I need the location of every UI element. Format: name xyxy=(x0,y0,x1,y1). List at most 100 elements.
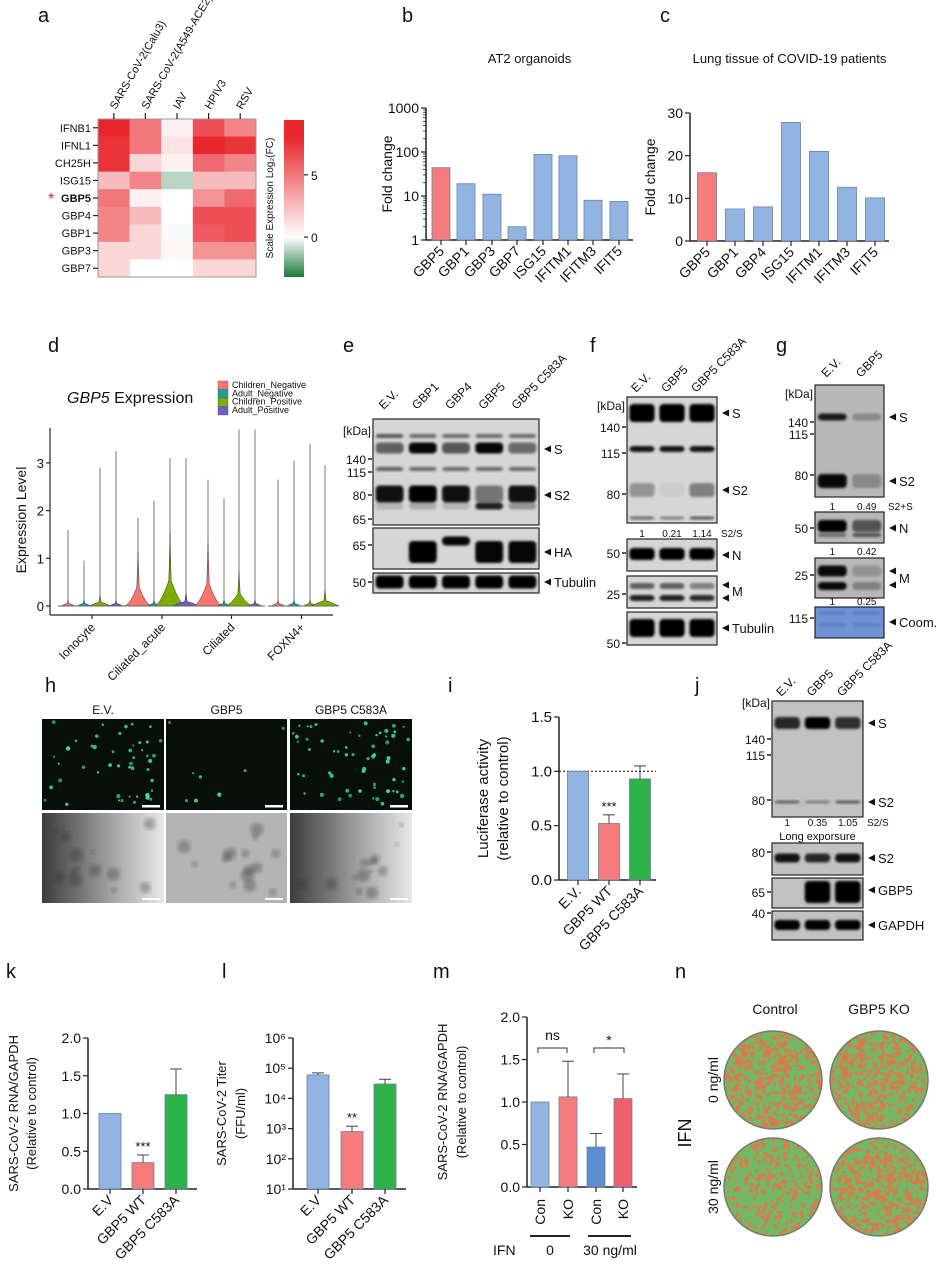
legend-swatch xyxy=(217,397,229,407)
infected-focus xyxy=(854,1053,859,1058)
bar xyxy=(431,167,451,241)
infected-cell xyxy=(130,722,134,726)
infected-focus xyxy=(782,1074,786,1077)
heatmap-cell xyxy=(161,154,194,172)
infected-focus xyxy=(792,1113,796,1117)
infected-focus xyxy=(745,1097,749,1102)
infected-focus xyxy=(790,1225,796,1231)
infected-focus xyxy=(773,1082,776,1086)
syncytium xyxy=(68,873,83,888)
infected-focus xyxy=(762,1068,765,1072)
infected-focus xyxy=(779,1120,783,1124)
infected-focus xyxy=(874,1082,878,1086)
panel-label-g: g xyxy=(776,335,787,357)
infected-focus xyxy=(748,1049,752,1053)
infected-focus xyxy=(846,1074,850,1078)
infected-focus xyxy=(753,1156,757,1161)
blot-membrane xyxy=(814,511,885,544)
infected-focus xyxy=(744,1181,749,1186)
infected-focus xyxy=(863,1038,867,1042)
infected-focus xyxy=(777,1080,780,1084)
infected-focus xyxy=(864,1184,869,1189)
y-axis-label: SARS-CoV-2 Titer xyxy=(214,1060,229,1165)
infected-focus xyxy=(876,1217,879,1220)
infected-focus xyxy=(819,1073,822,1077)
protein-band xyxy=(508,502,537,510)
infected-focus xyxy=(757,1159,761,1164)
syncytium xyxy=(191,861,199,868)
infected-focus xyxy=(882,1150,886,1154)
infected-focus xyxy=(846,1205,851,1209)
infected-focus xyxy=(796,1064,800,1067)
infected-focus xyxy=(883,1231,888,1235)
infected-focus xyxy=(830,1184,834,1189)
column-title: GBP5 KO xyxy=(848,1001,910,1017)
infected-focus xyxy=(771,1139,776,1144)
infected-focus xyxy=(915,1071,919,1075)
protein-band xyxy=(442,536,470,546)
brightfield-image xyxy=(290,813,412,903)
scale-bar xyxy=(390,805,408,808)
syncytium xyxy=(60,831,72,842)
infected-focus xyxy=(852,1157,857,1161)
x-tick-label: E.V xyxy=(89,1191,117,1219)
infected-focus xyxy=(887,1103,891,1107)
heatmap-cell xyxy=(129,259,162,278)
infected-focus xyxy=(739,1055,743,1060)
protein-band xyxy=(852,582,882,590)
infected-focus xyxy=(887,1154,892,1158)
infected-focus xyxy=(781,1103,785,1108)
infected-focus xyxy=(781,1096,786,1102)
infected-focus xyxy=(844,1085,848,1089)
infected-cell xyxy=(372,753,376,757)
infected-focus xyxy=(886,1140,891,1145)
syncytium xyxy=(241,849,250,858)
infected-focus xyxy=(767,1115,772,1120)
infected-focus xyxy=(760,1189,764,1194)
infected-cell xyxy=(296,740,300,743)
infected-focus xyxy=(847,1220,851,1224)
infected-focus xyxy=(755,1176,761,1182)
row-label: IFNB1 xyxy=(60,123,91,135)
infected-focus xyxy=(875,1068,881,1074)
infected-focus xyxy=(850,1192,855,1197)
infected-cell xyxy=(351,753,355,757)
infected-focus xyxy=(869,1114,874,1120)
infected-focus xyxy=(890,1058,895,1062)
infected-focus xyxy=(877,1094,881,1098)
significance-label: *** xyxy=(135,1139,150,1154)
marker-label: 80 xyxy=(607,488,621,502)
infected-focus xyxy=(783,1164,787,1167)
infected-focus xyxy=(901,1095,904,1098)
syncytium xyxy=(324,877,338,891)
infected-focus xyxy=(842,1062,845,1066)
infected-focus xyxy=(798,1101,802,1105)
y-axis-label: (Relative to control) xyxy=(24,1057,39,1170)
y-tick-label: 10¹ xyxy=(266,1181,287,1197)
infected-focus xyxy=(754,1069,759,1074)
infected-focus xyxy=(885,1053,890,1058)
bar xyxy=(98,1113,122,1190)
infected-focus xyxy=(870,1082,874,1087)
infected-focus xyxy=(777,1059,781,1063)
infected-focus xyxy=(790,1037,794,1042)
infected-focus xyxy=(920,1202,924,1206)
infected-focus xyxy=(859,1079,864,1084)
infected-focus xyxy=(908,1104,911,1108)
infected-focus xyxy=(880,1088,884,1092)
infected-focus xyxy=(881,1054,884,1058)
infected-focus xyxy=(794,1154,799,1160)
infected-focus xyxy=(816,1078,820,1082)
infected-focus xyxy=(764,1230,768,1235)
infected-cell xyxy=(372,782,377,787)
lane-label: GBP1 xyxy=(409,379,442,412)
infected-focus xyxy=(868,1200,873,1205)
infected-focus xyxy=(794,1053,798,1058)
infected-focus xyxy=(895,1080,900,1085)
infected-focus xyxy=(802,1067,806,1071)
infected-focus xyxy=(844,1155,848,1159)
heatmap-cell xyxy=(98,241,130,260)
infected-focus xyxy=(764,1160,768,1164)
infected-focus xyxy=(839,1104,843,1108)
